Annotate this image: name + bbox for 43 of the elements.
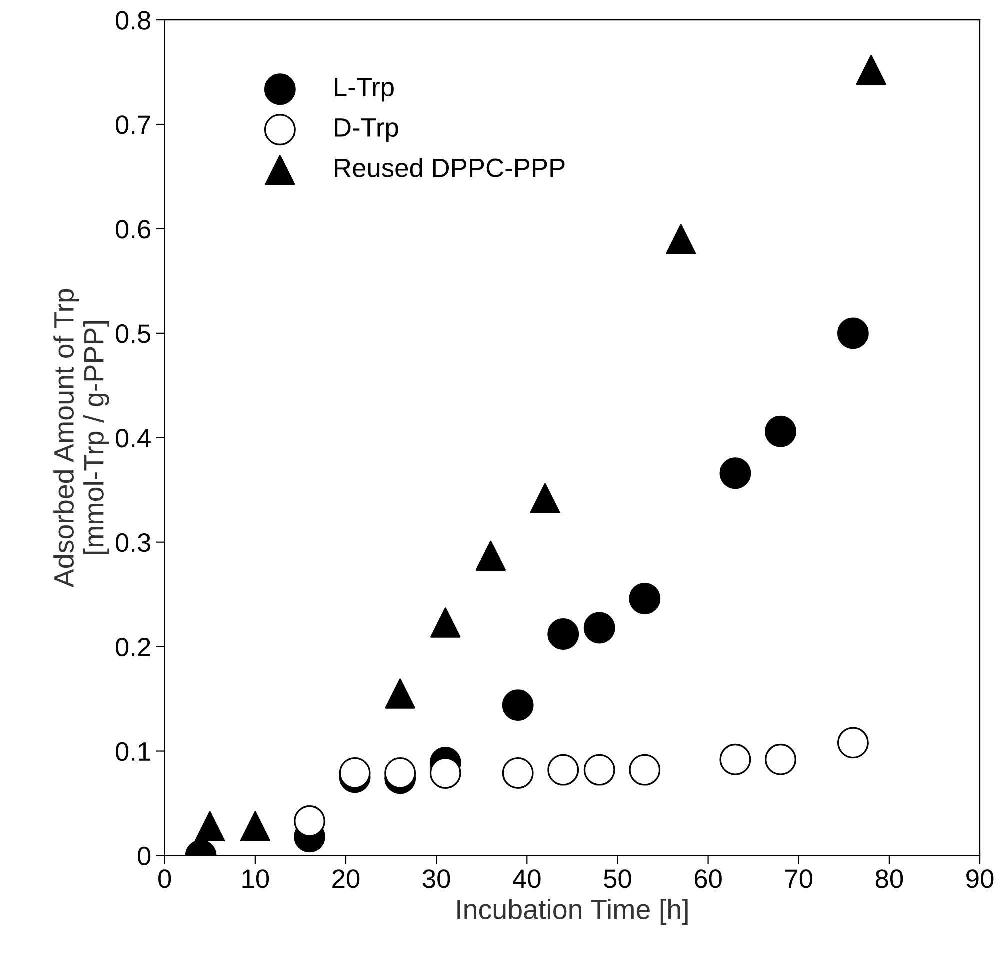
point <box>856 55 886 86</box>
point <box>584 612 616 644</box>
legend-label: Reused DPPC-PPP <box>335 158 565 178</box>
y-axis-title: Adsorbed Amount of Trp [mmol-Trp / g-PPP] <box>54 289 110 588</box>
y-tick-label: 0 <box>138 846 151 866</box>
x-tick-label: 60 <box>694 870 722 888</box>
y-tick-label: 0.7 <box>116 116 150 134</box>
point <box>530 483 560 514</box>
point <box>430 608 461 638</box>
x-tick-label: 70 <box>786 870 813 888</box>
y-tick-label: 0.8 <box>116 11 150 30</box>
point <box>666 224 696 254</box>
point <box>502 690 534 722</box>
y-tick-label: 0.2 <box>116 638 150 657</box>
legend-label: D-Trp <box>335 118 398 142</box>
x-tick-label: 30 <box>422 870 450 888</box>
y-tick-label: 0.3 <box>116 533 150 552</box>
point <box>195 811 226 842</box>
x-tick-label: 10 <box>242 870 270 888</box>
legend-label: L-Trp <box>335 78 394 102</box>
y-tick-label: 0.4 <box>116 429 151 448</box>
point <box>476 540 506 571</box>
point <box>720 458 752 490</box>
y-tick-label: 0.6 <box>116 220 150 239</box>
x-tick-label: 0 <box>158 870 172 888</box>
point <box>240 811 270 842</box>
x-tick-label: 80 <box>876 870 904 888</box>
x-tick-label: 40 <box>513 870 541 888</box>
point <box>837 318 869 350</box>
point <box>430 757 462 789</box>
x-tick-label: 90 <box>966 870 994 888</box>
point <box>384 757 416 789</box>
point <box>629 583 661 614</box>
point <box>294 806 326 837</box>
x-tick-label: 50 <box>604 870 632 888</box>
y-tick-label: 0.5 <box>116 324 151 344</box>
point <box>548 618 580 650</box>
x-axis-title: Incubation Time [h] <box>458 899 688 925</box>
x-tick-label: 20 <box>332 870 360 888</box>
point <box>765 416 796 448</box>
y-tick-label: 0.1 <box>116 742 150 762</box>
point <box>339 757 371 789</box>
point <box>385 678 416 709</box>
